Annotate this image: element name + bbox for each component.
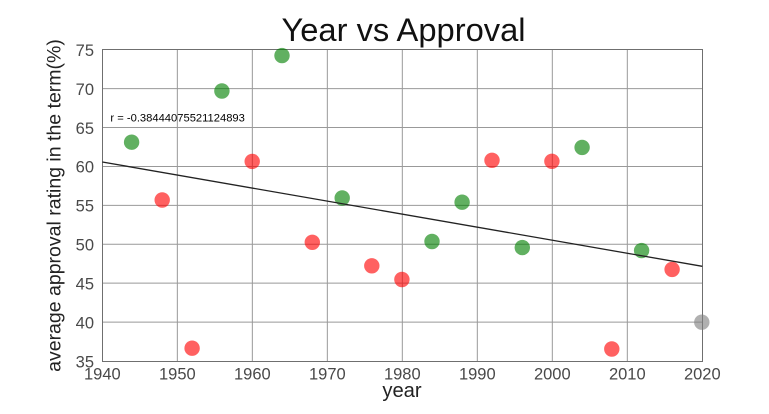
svg-text:average approval rating in the: average approval rating in the term(%) (44, 39, 66, 372)
svg-text:50: 50 (76, 237, 94, 255)
svg-text:1960: 1960 (234, 366, 271, 384)
svg-text:1970: 1970 (309, 366, 346, 384)
svg-text:year: year (382, 380, 422, 402)
svg-text:2020: 2020 (684, 366, 721, 384)
svg-text:Year vs Approval: Year vs Approval (281, 11, 525, 48)
svg-text:1940: 1940 (84, 366, 121, 384)
svg-text:r = -0.38444075521124893: r = -0.38444075521124893 (110, 113, 244, 125)
svg-text:55: 55 (76, 198, 94, 216)
svg-text:2010: 2010 (609, 366, 646, 384)
svg-text:40: 40 (76, 314, 94, 332)
svg-text:75: 75 (76, 42, 94, 60)
svg-text:70: 70 (76, 81, 94, 99)
svg-text:35: 35 (76, 353, 94, 371)
svg-text:2000: 2000 (534, 366, 571, 384)
svg-text:1980: 1980 (384, 366, 421, 384)
svg-text:45: 45 (76, 276, 94, 294)
svg-text:60: 60 (76, 159, 94, 177)
svg-text:65: 65 (76, 120, 94, 138)
svg-text:1950: 1950 (159, 366, 196, 384)
svg-text:1990: 1990 (459, 366, 496, 384)
